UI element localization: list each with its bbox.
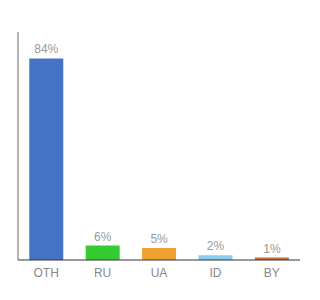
svg-text:UA: UA <box>151 266 168 280</box>
svg-text:2%: 2% <box>207 239 225 253</box>
svg-text:BY: BY <box>264 266 280 280</box>
svg-text:84%: 84% <box>34 42 58 56</box>
svg-text:6%: 6% <box>94 230 112 244</box>
svg-text:OTH: OTH <box>34 266 59 280</box>
svg-text:ID: ID <box>209 266 221 280</box>
svg-text:5%: 5% <box>150 232 168 246</box>
svg-text:1%: 1% <box>263 242 281 256</box>
svg-text:RU: RU <box>94 266 111 280</box>
